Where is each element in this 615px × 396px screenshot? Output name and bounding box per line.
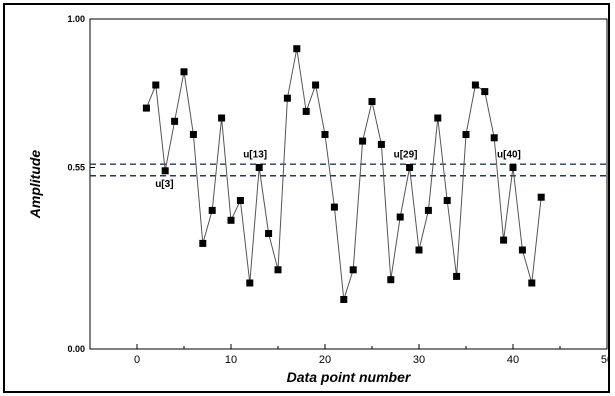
data-point — [161, 167, 169, 175]
x-tick-label: 40 — [507, 354, 519, 366]
data-point — [171, 117, 179, 125]
axis-ticks: 0 10 20 30 40 50 0.00 0.55 1.00 — [67, 14, 608, 366]
data-point — [340, 296, 348, 303]
data-point — [462, 131, 470, 138]
line-chart: 010203040500.000.551.00 u[3]u[13]u[29]u[… — [27, 14, 608, 385]
data-point — [349, 266, 357, 274]
x-tick-label: 0 — [134, 354, 140, 366]
data-point — [283, 94, 291, 102]
data-point — [236, 197, 244, 204]
data-point — [490, 134, 498, 142]
data-point — [293, 45, 301, 53]
data-point — [481, 88, 489, 96]
data-point — [152, 81, 160, 89]
annotation-label: u[13] — [243, 150, 267, 161]
data-point — [302, 107, 310, 115]
data-point — [415, 246, 423, 254]
data-point — [180, 68, 188, 76]
annotation-label: u[3] — [155, 179, 173, 190]
x-tick-label: 50 — [601, 354, 608, 366]
series-line — [145, 48, 542, 300]
y-tick-label: 0.55 — [67, 163, 85, 173]
data-point — [218, 114, 226, 122]
x-tick-label: 10 — [225, 354, 237, 366]
data-point — [330, 203, 338, 211]
data-point — [471, 81, 479, 89]
x-axis-title: Data point number — [287, 369, 412, 385]
chart-frame: 010203040500.000.551.00 u[3]u[13]u[29]u[… — [3, 3, 610, 393]
data-point — [377, 140, 385, 148]
data-point — [453, 272, 461, 280]
data-point — [246, 279, 254, 287]
threshold-lines — [90, 163, 607, 177]
annotation-label: u[40] — [497, 150, 521, 161]
data-point — [312, 81, 320, 89]
data-point — [387, 276, 395, 284]
data-point — [368, 98, 376, 105]
annotation-label: u[29] — [394, 150, 418, 161]
y-tick-label: 1.00 — [67, 14, 85, 24]
data-point — [500, 236, 508, 244]
data-point — [208, 206, 216, 214]
data-point — [424, 206, 432, 214]
x-tick-label: 20 — [319, 354, 331, 366]
data-point — [274, 266, 282, 274]
data-point — [518, 246, 526, 254]
data-point — [528, 279, 536, 287]
plot-area — [89, 18, 608, 350]
data-point — [142, 104, 150, 112]
data-point — [227, 216, 235, 224]
data-point — [443, 197, 451, 204]
data-point — [434, 114, 442, 122]
data-point — [199, 239, 207, 247]
data-point — [406, 164, 414, 171]
x-tick-label: 30 — [413, 354, 425, 366]
data-point — [255, 164, 263, 171]
annotations: u[3] u[13] u[29] u[40] — [155, 150, 521, 190]
y-tick-label: 0.00 — [67, 344, 85, 354]
data-point — [321, 131, 329, 138]
data-point — [359, 137, 367, 145]
data-point — [396, 213, 404, 221]
y-axis-title: Amplitude — [27, 150, 43, 220]
series-group — [142, 45, 545, 303]
data-point — [265, 230, 273, 237]
data-point — [189, 131, 197, 138]
data-point — [509, 164, 517, 171]
data-point — [537, 193, 545, 201]
